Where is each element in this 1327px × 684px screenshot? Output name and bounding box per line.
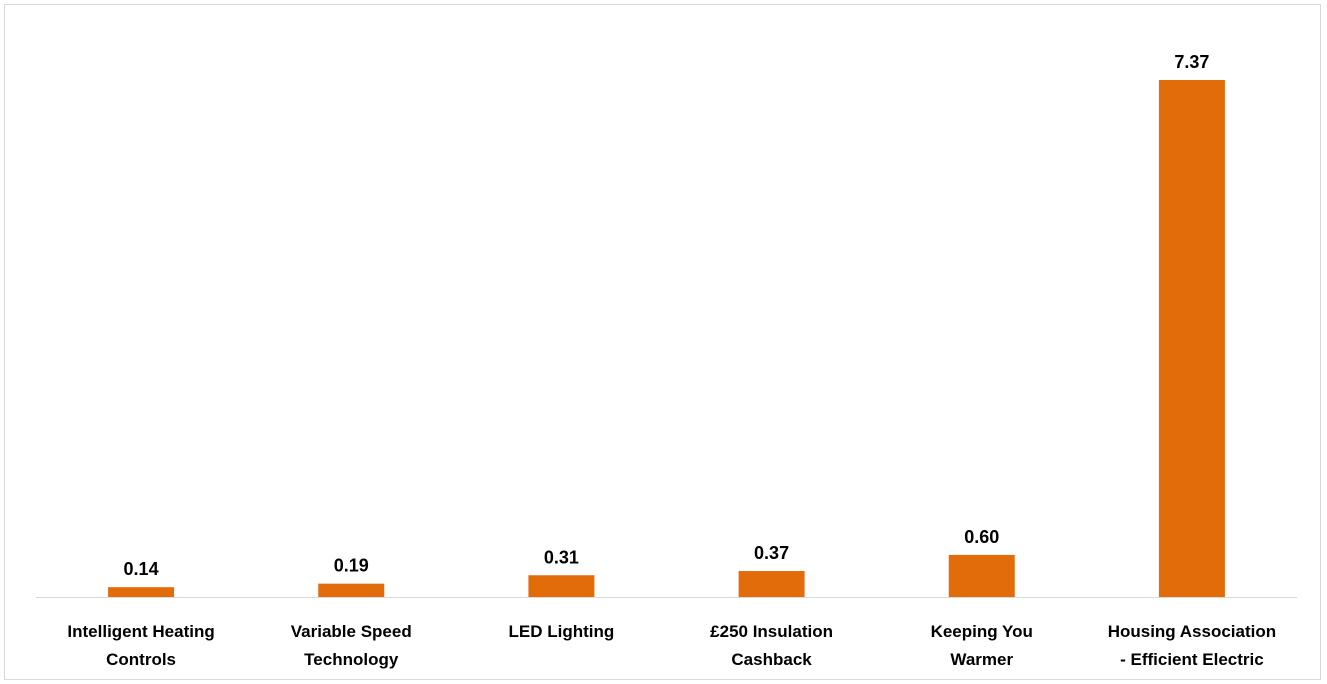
category-label-4-line-0: Keeping You xyxy=(931,622,1033,641)
bar-1 xyxy=(318,583,385,597)
category-label-4-line-1: Warmer xyxy=(950,650,1013,669)
chart-frame xyxy=(4,4,1321,680)
category-label-2-line-0: LED Lighting xyxy=(509,622,615,641)
bar-5 xyxy=(1158,80,1225,597)
category-label-3-line-0: £250 Insulation xyxy=(710,622,833,641)
data-label-2: 0.31 xyxy=(544,547,579,567)
bar-4 xyxy=(948,554,1015,597)
data-label-4: 0.60 xyxy=(964,527,999,547)
category-label-0-line-1: Controls xyxy=(106,650,176,669)
category-label-3-line-1: Cashback xyxy=(731,650,812,669)
bar-2 xyxy=(528,575,595,597)
data-label-3: 0.37 xyxy=(754,543,789,563)
category-label-5-line-0: Housing Association xyxy=(1108,622,1276,641)
data-label-5: 7.37 xyxy=(1174,52,1209,72)
bar-3 xyxy=(738,571,805,597)
data-label-0: 0.14 xyxy=(124,559,159,579)
data-label-1: 0.19 xyxy=(334,556,369,576)
category-label-5-line-1: - Efficient Electric xyxy=(1120,650,1264,669)
bar-0 xyxy=(108,587,175,597)
category-label-0-line-0: Intelligent Heating xyxy=(67,622,214,641)
category-label-1-line-1: Technology xyxy=(304,650,399,669)
category-label-1-line-0: Variable Speed xyxy=(291,622,412,641)
